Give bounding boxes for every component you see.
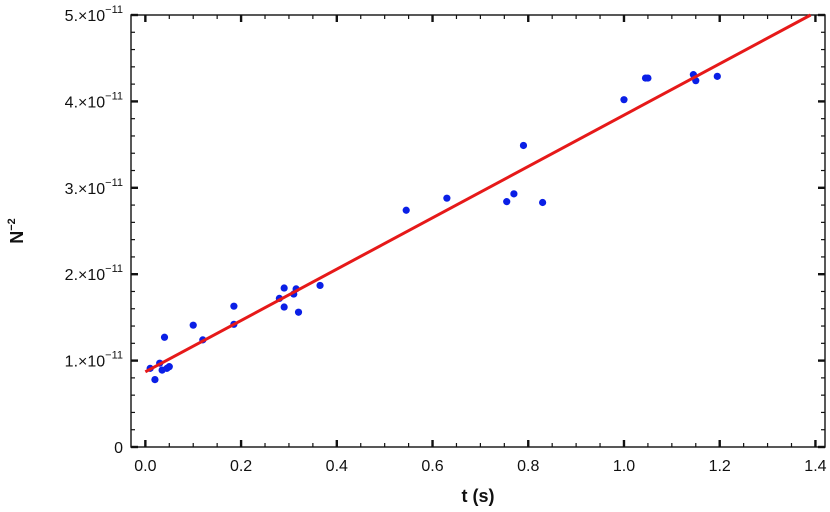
x-tick-label: 0.0	[134, 458, 156, 475]
y-tick-label: 4.×10−11	[65, 90, 123, 111]
data-point	[294, 308, 303, 316]
y-tick-mantissa: 0	[114, 440, 123, 457]
y-tick-label: 2.×10−11	[65, 263, 123, 284]
x-tick-label: 1.2	[709, 458, 731, 475]
x-tick-label: 0.2	[230, 458, 252, 475]
data-point	[402, 206, 410, 214]
data-point	[620, 96, 628, 104]
tick-labels: 0.0 0.2 0.4 0.6 0.8 1.0 1.2 1.401.×10−112.×10−1…	[65, 4, 827, 475]
data-point	[189, 321, 197, 329]
y-tick-mantissa: 1.×10	[65, 354, 106, 371]
y-tick-label: 5.×10−11	[65, 4, 123, 25]
y-tick-mantissa: 5.×10	[65, 8, 106, 25]
x-axis-label: t (s)	[462, 486, 495, 506]
y-tick-exponent: −11	[105, 350, 123, 362]
y-tick-exponent: −11	[105, 4, 123, 16]
y-tick-exponent: −11	[105, 177, 123, 189]
data-point	[160, 333, 169, 341]
y-tick-label: 1.×10−11	[65, 350, 123, 371]
y-tick-mantissa: 3.×10	[65, 181, 106, 198]
data-point	[151, 376, 159, 384]
data-point	[280, 303, 288, 311]
y-axis-label-base: N	[7, 231, 27, 244]
x-tick-label: 1.4	[804, 458, 826, 475]
data-point	[280, 284, 288, 292]
x-tick-label: 0.4	[326, 458, 348, 475]
x-tick-label: 1.0	[613, 458, 635, 475]
data-point	[443, 194, 451, 202]
data-point	[165, 363, 173, 371]
x-tick-label: 0.6	[421, 458, 443, 475]
y-axis-label: N−2	[6, 218, 27, 244]
data-point	[503, 198, 511, 206]
data-point	[230, 302, 238, 310]
y-tick-exponent: −11	[105, 90, 123, 102]
y-tick-mantissa: 2.×10	[65, 267, 106, 284]
y-tick-label: 3.×10−11	[65, 177, 123, 198]
y-tick-label: 0	[114, 440, 123, 457]
y-tick-mantissa: 4.×10	[65, 94, 106, 111]
x-tick-label: 0.8	[517, 458, 539, 475]
data-point	[713, 72, 721, 80]
data-point	[519, 141, 528, 150]
plot-frame	[130, 14, 826, 448]
data-point	[510, 190, 518, 198]
data-point	[539, 198, 547, 207]
data-point	[316, 281, 324, 290]
y-tick-exponent: −11	[105, 263, 123, 275]
axis-ticks	[131, 13, 825, 449]
data-points	[146, 71, 721, 384]
fit-line	[144, 13, 812, 374]
data-point	[644, 74, 652, 82]
y-axis-label-exp: −2	[6, 218, 18, 231]
